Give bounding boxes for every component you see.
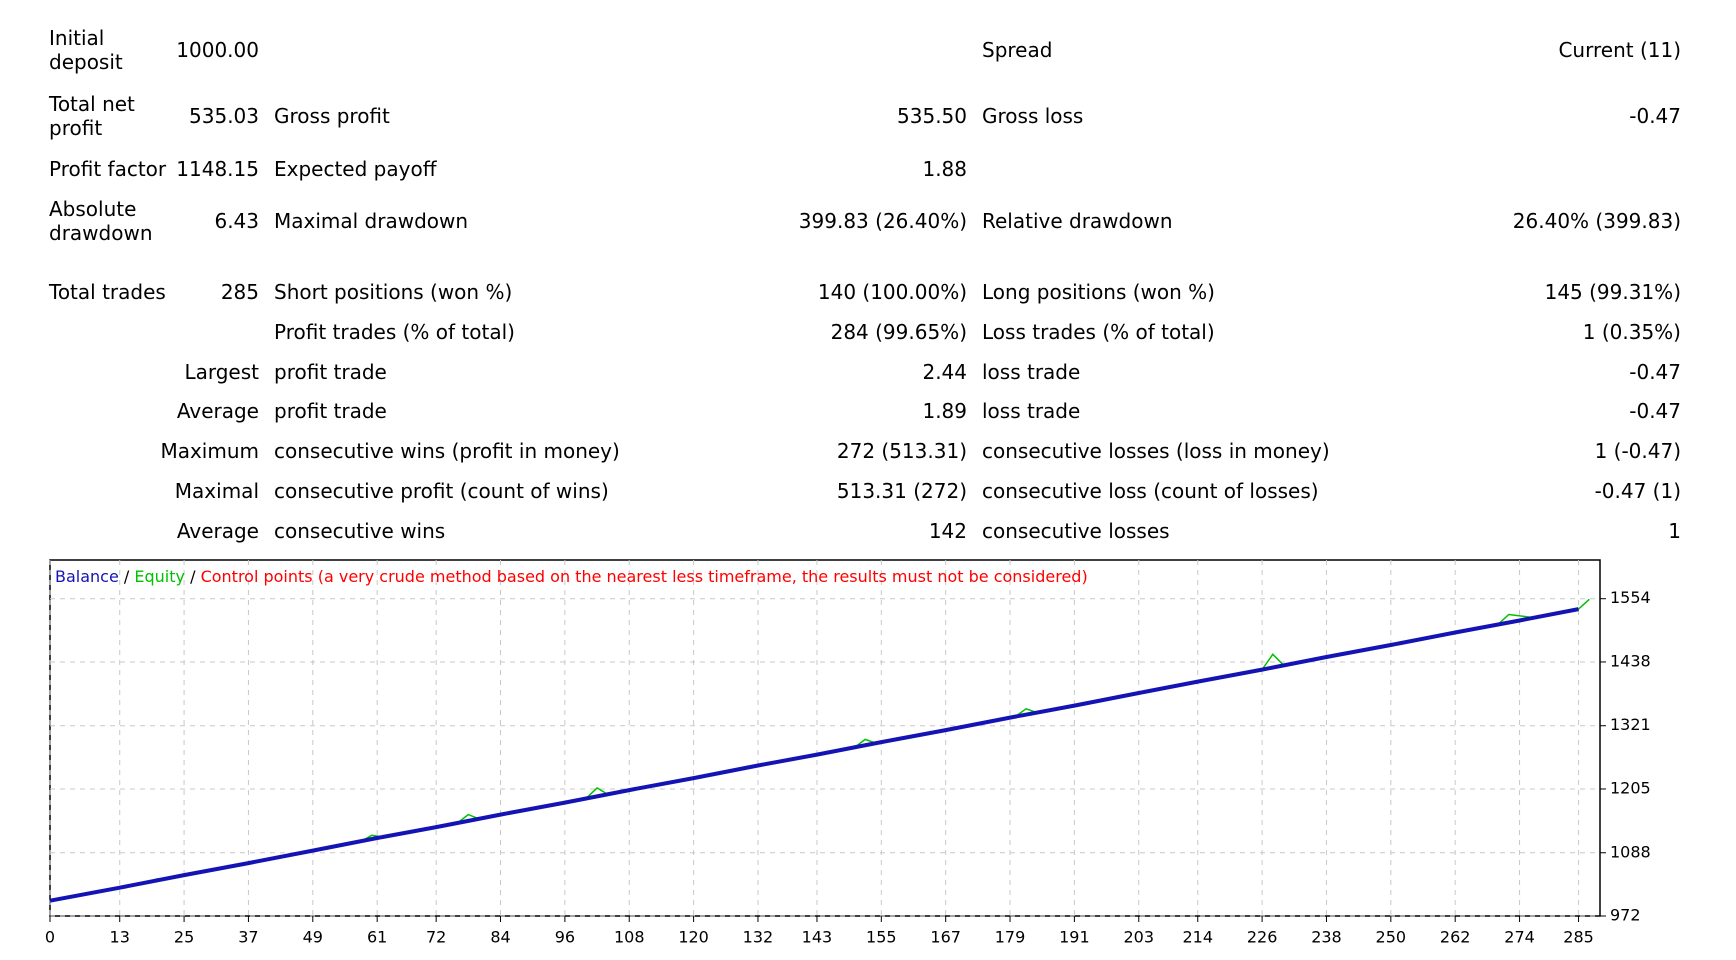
report-value: 272 (513.31) — [836, 439, 967, 463]
x-tick-label: 250 — [1376, 928, 1407, 947]
report-value: 1 — [1668, 519, 1681, 543]
x-tick-label: 226 — [1247, 928, 1278, 947]
x-tick-label: 214 — [1182, 928, 1213, 947]
report-value: 2.44 — [922, 360, 967, 384]
balance-line — [49, 607, 1579, 903]
x-tick-label: 132 — [743, 928, 774, 947]
y-tick-label: 1205 — [1610, 778, 1651, 797]
x-tick-label: 238 — [1311, 928, 1342, 947]
report-label: Spread — [982, 38, 1053, 62]
report-label: profit trade — [274, 360, 387, 384]
x-tick-label: 179 — [995, 928, 1026, 947]
report-label: consecutive loss (count of losses) — [982, 479, 1319, 503]
report-label: Relative drawdown — [982, 209, 1173, 233]
report-label: Profit factor — [49, 157, 167, 181]
y-tick-label: 1438 — [1610, 651, 1651, 670]
x-tick-label: 120 — [678, 928, 709, 947]
x-tick-label: 96 — [555, 928, 575, 947]
x-tick-label: 84 — [490, 928, 510, 947]
x-tick-label: 72 — [426, 928, 446, 947]
report-value: Average — [176, 399, 259, 423]
report-label: consecutive losses (loss in money) — [982, 439, 1330, 463]
x-tick-label: 191 — [1059, 928, 1090, 947]
report-label: Initial deposit — [49, 26, 123, 74]
report-label: Short positions (won %) — [274, 280, 513, 304]
legend-separator: / — [124, 567, 130, 586]
legend-note: Control points (a very crude method base… — [201, 567, 1088, 586]
report-value: 1.89 — [922, 399, 967, 423]
report-value: -0.47 — [1629, 399, 1681, 423]
report-label: Maximal drawdown — [274, 209, 469, 233]
report-value: 399.83 (26.40%) — [798, 209, 967, 233]
report-value: 1148.15 — [176, 157, 259, 181]
report-value: 1 (0.35%) — [1582, 320, 1681, 344]
x-tick-label: 25 — [174, 928, 194, 947]
x-tick-label: 143 — [802, 928, 833, 947]
report-value: Maximal — [174, 479, 259, 503]
y-tick-label: 1554 — [1610, 588, 1651, 607]
x-tick-label: 61 — [367, 928, 387, 947]
report-label: profit trade — [274, 399, 387, 423]
report-label: Gross profit — [274, 104, 390, 128]
report-value: 535.50 — [897, 104, 967, 128]
x-tick-label: 155 — [866, 928, 897, 947]
report-value: 284 (99.65%) — [830, 320, 967, 344]
report-value: Largest — [184, 360, 259, 384]
y-tick-label: 972 — [1610, 906, 1641, 925]
plot-area — [49, 559, 1601, 917]
report-label: Total trades — [49, 280, 166, 304]
report-label: Long positions (won %) — [982, 280, 1215, 304]
legend-separator: / — [190, 567, 196, 586]
report-value: 1 (-0.47) — [1594, 439, 1681, 463]
report-value: 145 (99.31%) — [1544, 280, 1681, 304]
report-value: Current (11) — [1558, 38, 1681, 62]
y-tick-label: 1321 — [1610, 715, 1651, 734]
report-label: consecutive losses — [982, 519, 1170, 543]
report-label: Total net profit — [49, 92, 135, 140]
report-value: 1000.00 — [176, 38, 259, 62]
report-value: 1.88 — [922, 157, 967, 181]
report-label: consecutive wins — [274, 519, 446, 543]
x-tick-label: 0 — [45, 928, 55, 947]
x-tick-label: 285 — [1563, 928, 1594, 947]
report-label: Gross loss — [982, 104, 1084, 128]
report-value: Maximum — [160, 439, 259, 463]
report-label: consecutive profit (count of wins) — [274, 479, 609, 503]
report-value: Average — [176, 519, 259, 543]
x-tick-label: 49 — [303, 928, 323, 947]
report-value: -0.47 (1) — [1594, 479, 1681, 503]
report-value: 26.40% (399.83) — [1512, 209, 1681, 233]
report-value: 513.31 (272) — [836, 479, 967, 503]
report-label: Absolute drawdown — [49, 197, 153, 245]
report-label: Expected payoff — [274, 157, 437, 181]
report-value: 535.03 — [189, 104, 259, 128]
report-label: Profit trades (% of total) — [274, 320, 515, 344]
x-tick-label: 274 — [1504, 928, 1535, 947]
report-value: 142 — [928, 519, 967, 543]
report-value: -0.47 — [1629, 104, 1681, 128]
x-tick-label: 262 — [1440, 928, 1471, 947]
x-tick-label: 203 — [1123, 928, 1154, 947]
report-value: 285 — [220, 280, 259, 304]
report-label: loss trade — [982, 399, 1081, 423]
report-label: loss trade — [982, 360, 1081, 384]
x-tick-label: 108 — [614, 928, 645, 947]
report-label: consecutive wins (profit in money) — [274, 439, 620, 463]
x-tick-label: 37 — [238, 928, 258, 947]
report-label: Loss trades (% of total) — [982, 320, 1215, 344]
x-tick-label: 167 — [930, 928, 961, 947]
legend-entry: Equity — [134, 567, 185, 586]
report-value: -0.47 — [1629, 360, 1681, 384]
legend-entry: Balance — [55, 567, 119, 586]
y-tick-label: 1088 — [1610, 842, 1651, 861]
legend: Balance / Equity / Control points (a ver… — [55, 567, 1088, 586]
x-tick-label: 13 — [110, 928, 130, 947]
report-value: 140 (100.00%) — [817, 280, 967, 304]
report-value: 6.43 — [214, 209, 259, 233]
